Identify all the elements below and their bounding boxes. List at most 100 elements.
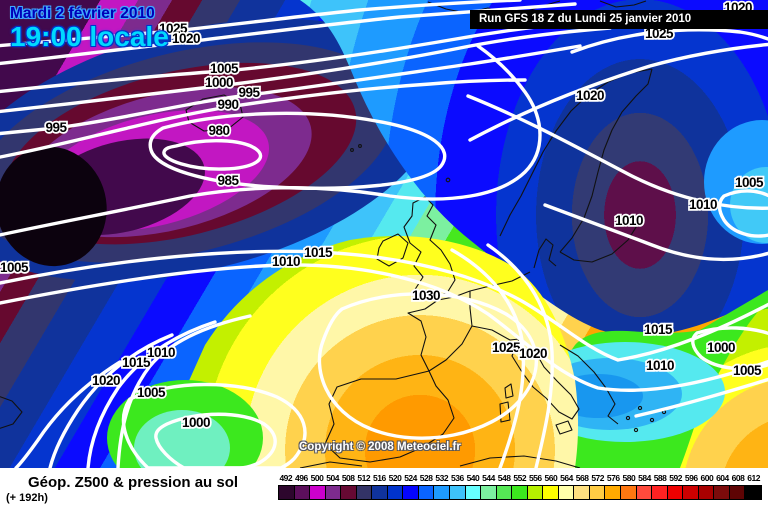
chart-title: Géop. Z500 & pression au sol (28, 474, 239, 491)
pressure-label: 1005 (735, 175, 764, 190)
colorbar-cell (294, 486, 311, 499)
pressure-label: 1010 (646, 358, 674, 373)
colorbar-value: 500 (310, 473, 324, 483)
lead-time-text: (+ 192h) (6, 492, 48, 504)
pressure-label: 1020 (172, 31, 200, 46)
colorbar-cell (465, 486, 482, 499)
colorbar-value: 580 (622, 473, 636, 483)
colorbar: 492 496 500 504 508 512 516 520 524 528 532 536 540 5… (278, 473, 762, 500)
pressure-label: 1005 (733, 363, 762, 378)
pressure-label: 1010 (147, 345, 175, 360)
pressure-label: 995 (45, 120, 67, 135)
pressure-label: 1030 (412, 288, 440, 303)
pressure-label: 980 (208, 123, 229, 138)
colorbar-value: 516 (373, 473, 386, 483)
colorbar-cell (683, 486, 699, 499)
colorbar-value: 576 (606, 473, 620, 483)
pressure-label: 1000 (707, 340, 735, 355)
colorbar-value: 548 (497, 473, 511, 483)
colorbar-cell (418, 486, 435, 499)
colorbar-cell (356, 486, 373, 499)
colorbar-value: 520 (388, 473, 402, 483)
pressure-label: 1015 (122, 355, 151, 370)
colorbar-value: 608 (731, 473, 745, 483)
pressure-label: 1010 (689, 197, 717, 212)
colorbar-value: 600 (700, 473, 714, 483)
forecast-date-text: Mardi 2 février 2010 (10, 5, 155, 22)
colorbar-cell (605, 486, 622, 499)
cutoff-low-pocket (107, 380, 263, 468)
colorbar-value: 556 (528, 473, 542, 483)
coastlines (0, 0, 667, 468)
colorbar-values: 492 496 500 504 508 512 516 520 524 528 532 536 540 5… (278, 473, 762, 484)
colorbar-value: 528 (419, 473, 433, 483)
colorbar-cell (512, 486, 528, 499)
pressure-label: 1015 (644, 322, 673, 337)
colorbar-value: 596 (684, 473, 698, 483)
se-warm-corner (680, 300, 768, 468)
isobar-contours (0, 0, 768, 468)
colorbar-cell (387, 486, 404, 499)
pressure-label: 1025 (492, 340, 521, 355)
colorbar-value: 612 (747, 473, 760, 483)
colorbar-cell (636, 486, 653, 499)
colorbar-cell (496, 486, 513, 499)
colorbar-cell (434, 486, 451, 499)
pressure-label: 990 (217, 97, 238, 112)
colorbar-cell (698, 486, 715, 499)
pressure-label: 1020 (92, 373, 120, 388)
colorbar-cell (714, 486, 730, 499)
colorbar-value: 504 (326, 473, 339, 483)
colorbar-value: 592 (669, 473, 682, 483)
pressure-label: 1000 (205, 75, 233, 90)
colorbar-value: 604 (716, 473, 729, 483)
colorbar-value: 584 (638, 473, 651, 483)
forecast-time-text: 19:00 locale (10, 20, 169, 52)
colorbar-value: 568 (575, 473, 589, 483)
colorbar-cell (574, 486, 590, 499)
colorbar-cell (450, 486, 466, 499)
colorbar-cell (745, 486, 761, 499)
colorbar-cell (729, 486, 746, 499)
colorbar-value: 532 (435, 473, 449, 483)
colorbar-cell (325, 486, 342, 499)
colorbar-value: 492 (279, 473, 293, 483)
colorbar-cell (543, 486, 559, 499)
weather-map: 1025 1020 1005 1000 995 990 980 995 985 1005 1010 1… (0, 0, 768, 468)
colorbar-value: 496 (295, 473, 308, 483)
colorbar-cell (589, 486, 606, 499)
colorbar-cell (527, 486, 544, 499)
pressure-label: 1020 (576, 88, 604, 103)
colorbar-value: 572 (591, 473, 605, 483)
colorbar-value: 588 (653, 473, 667, 483)
pressure-label: 985 (217, 173, 239, 188)
colorbar-cell (481, 486, 497, 499)
colorbar-value: 524 (404, 473, 417, 483)
colorbar-value: 552 (513, 473, 527, 483)
pressure-label: 1005 (0, 260, 29, 275)
colorbar-cell (341, 486, 357, 499)
colorbar-cell (652, 486, 668, 499)
colorbar-cell (558, 486, 575, 499)
footer-bar: Géop. Z500 & pression au sol (+ 192h) 49… (0, 468, 768, 512)
colorbar-cell (403, 486, 419, 499)
colorbar-value: 560 (544, 473, 558, 483)
pressure-label: 1020 (519, 346, 547, 361)
pressure-label: 1015 (304, 245, 333, 260)
pressure-label: 1025 (159, 21, 188, 36)
high-field (150, 236, 579, 468)
colorbar-value: 540 (466, 473, 480, 483)
pressure-label: 1000 (182, 415, 210, 430)
date-block: Mardi 2 février 2010 19:00 locale (10, 6, 169, 51)
colorbar-cell (667, 486, 684, 499)
copyright-text: Copyright © 2008 Meteociel.fr (299, 441, 461, 453)
colorbar-cell (279, 486, 295, 499)
colorbar-cell (621, 486, 637, 499)
colorbar-value: 544 (482, 473, 495, 483)
colorbar-value: 508 (341, 473, 355, 483)
pressure-label: 1010 (272, 254, 300, 269)
pressure-label: 1005 (137, 385, 166, 400)
